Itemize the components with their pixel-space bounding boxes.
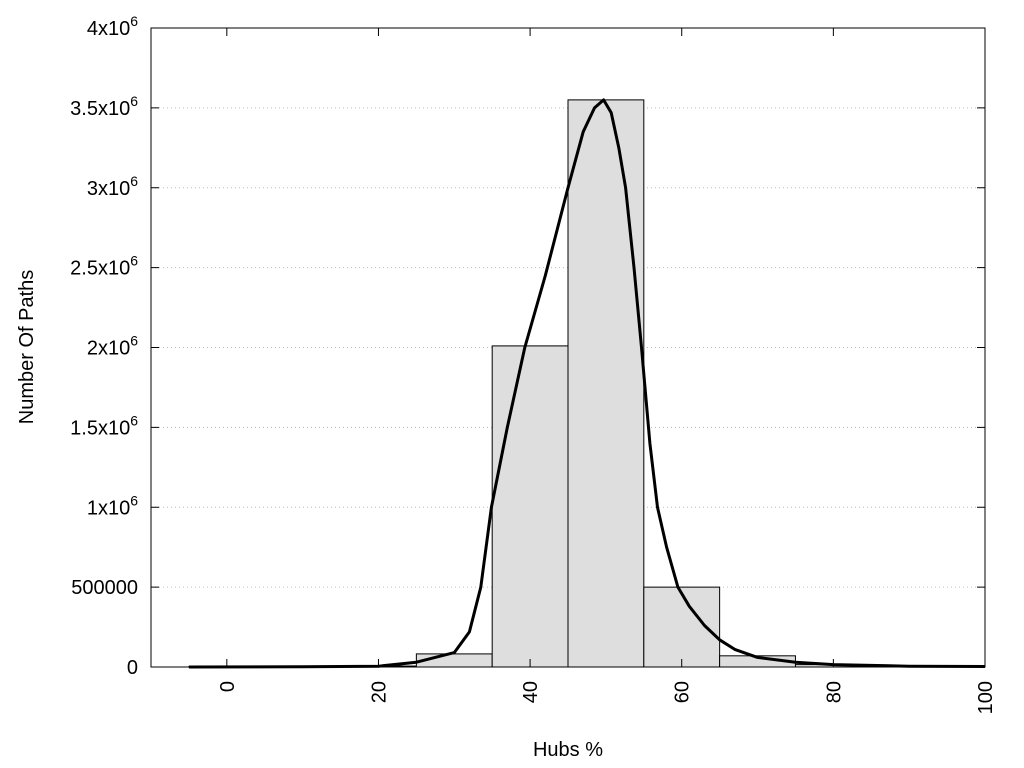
y-tick-label: 3x106	[87, 173, 138, 200]
y-tick-label: 0	[127, 657, 138, 679]
x-tick-label: 0	[217, 681, 239, 692]
y-tick-label: 1.5x106	[70, 412, 138, 439]
y-tick-label: 3.5x106	[70, 93, 138, 120]
bar	[567, 99, 645, 668]
x-axis-label: Hubs %	[533, 739, 603, 761]
x-tick-label: 40	[520, 681, 542, 703]
bars	[188, 99, 986, 668]
y-tick-label: 4x106	[87, 13, 138, 40]
y-tick-label: 1x106	[87, 492, 138, 519]
x-axis-ticks: 0 20 40 60 80 100	[217, 28, 997, 714]
bar	[491, 345, 569, 668]
curve-line	[188, 98, 986, 669]
x-tick-label: 100	[975, 681, 997, 714]
y-axis-label: Number Of Paths	[16, 270, 38, 425]
y-axis-ticks: 0 500000 1x106 1.5x106 2x106 2.5x106 3x106 3.5x…	[70, 13, 985, 679]
x-tick-label: 20	[368, 681, 390, 703]
x-tick-label: 60	[672, 681, 694, 703]
y-tick-label: 500000	[71, 577, 138, 599]
y-tick-label: 2x106	[87, 333, 138, 360]
x-tick-label: 80	[823, 681, 845, 703]
y-tick-label: 2.5x106	[70, 253, 138, 280]
fit-curve	[188, 98, 986, 669]
